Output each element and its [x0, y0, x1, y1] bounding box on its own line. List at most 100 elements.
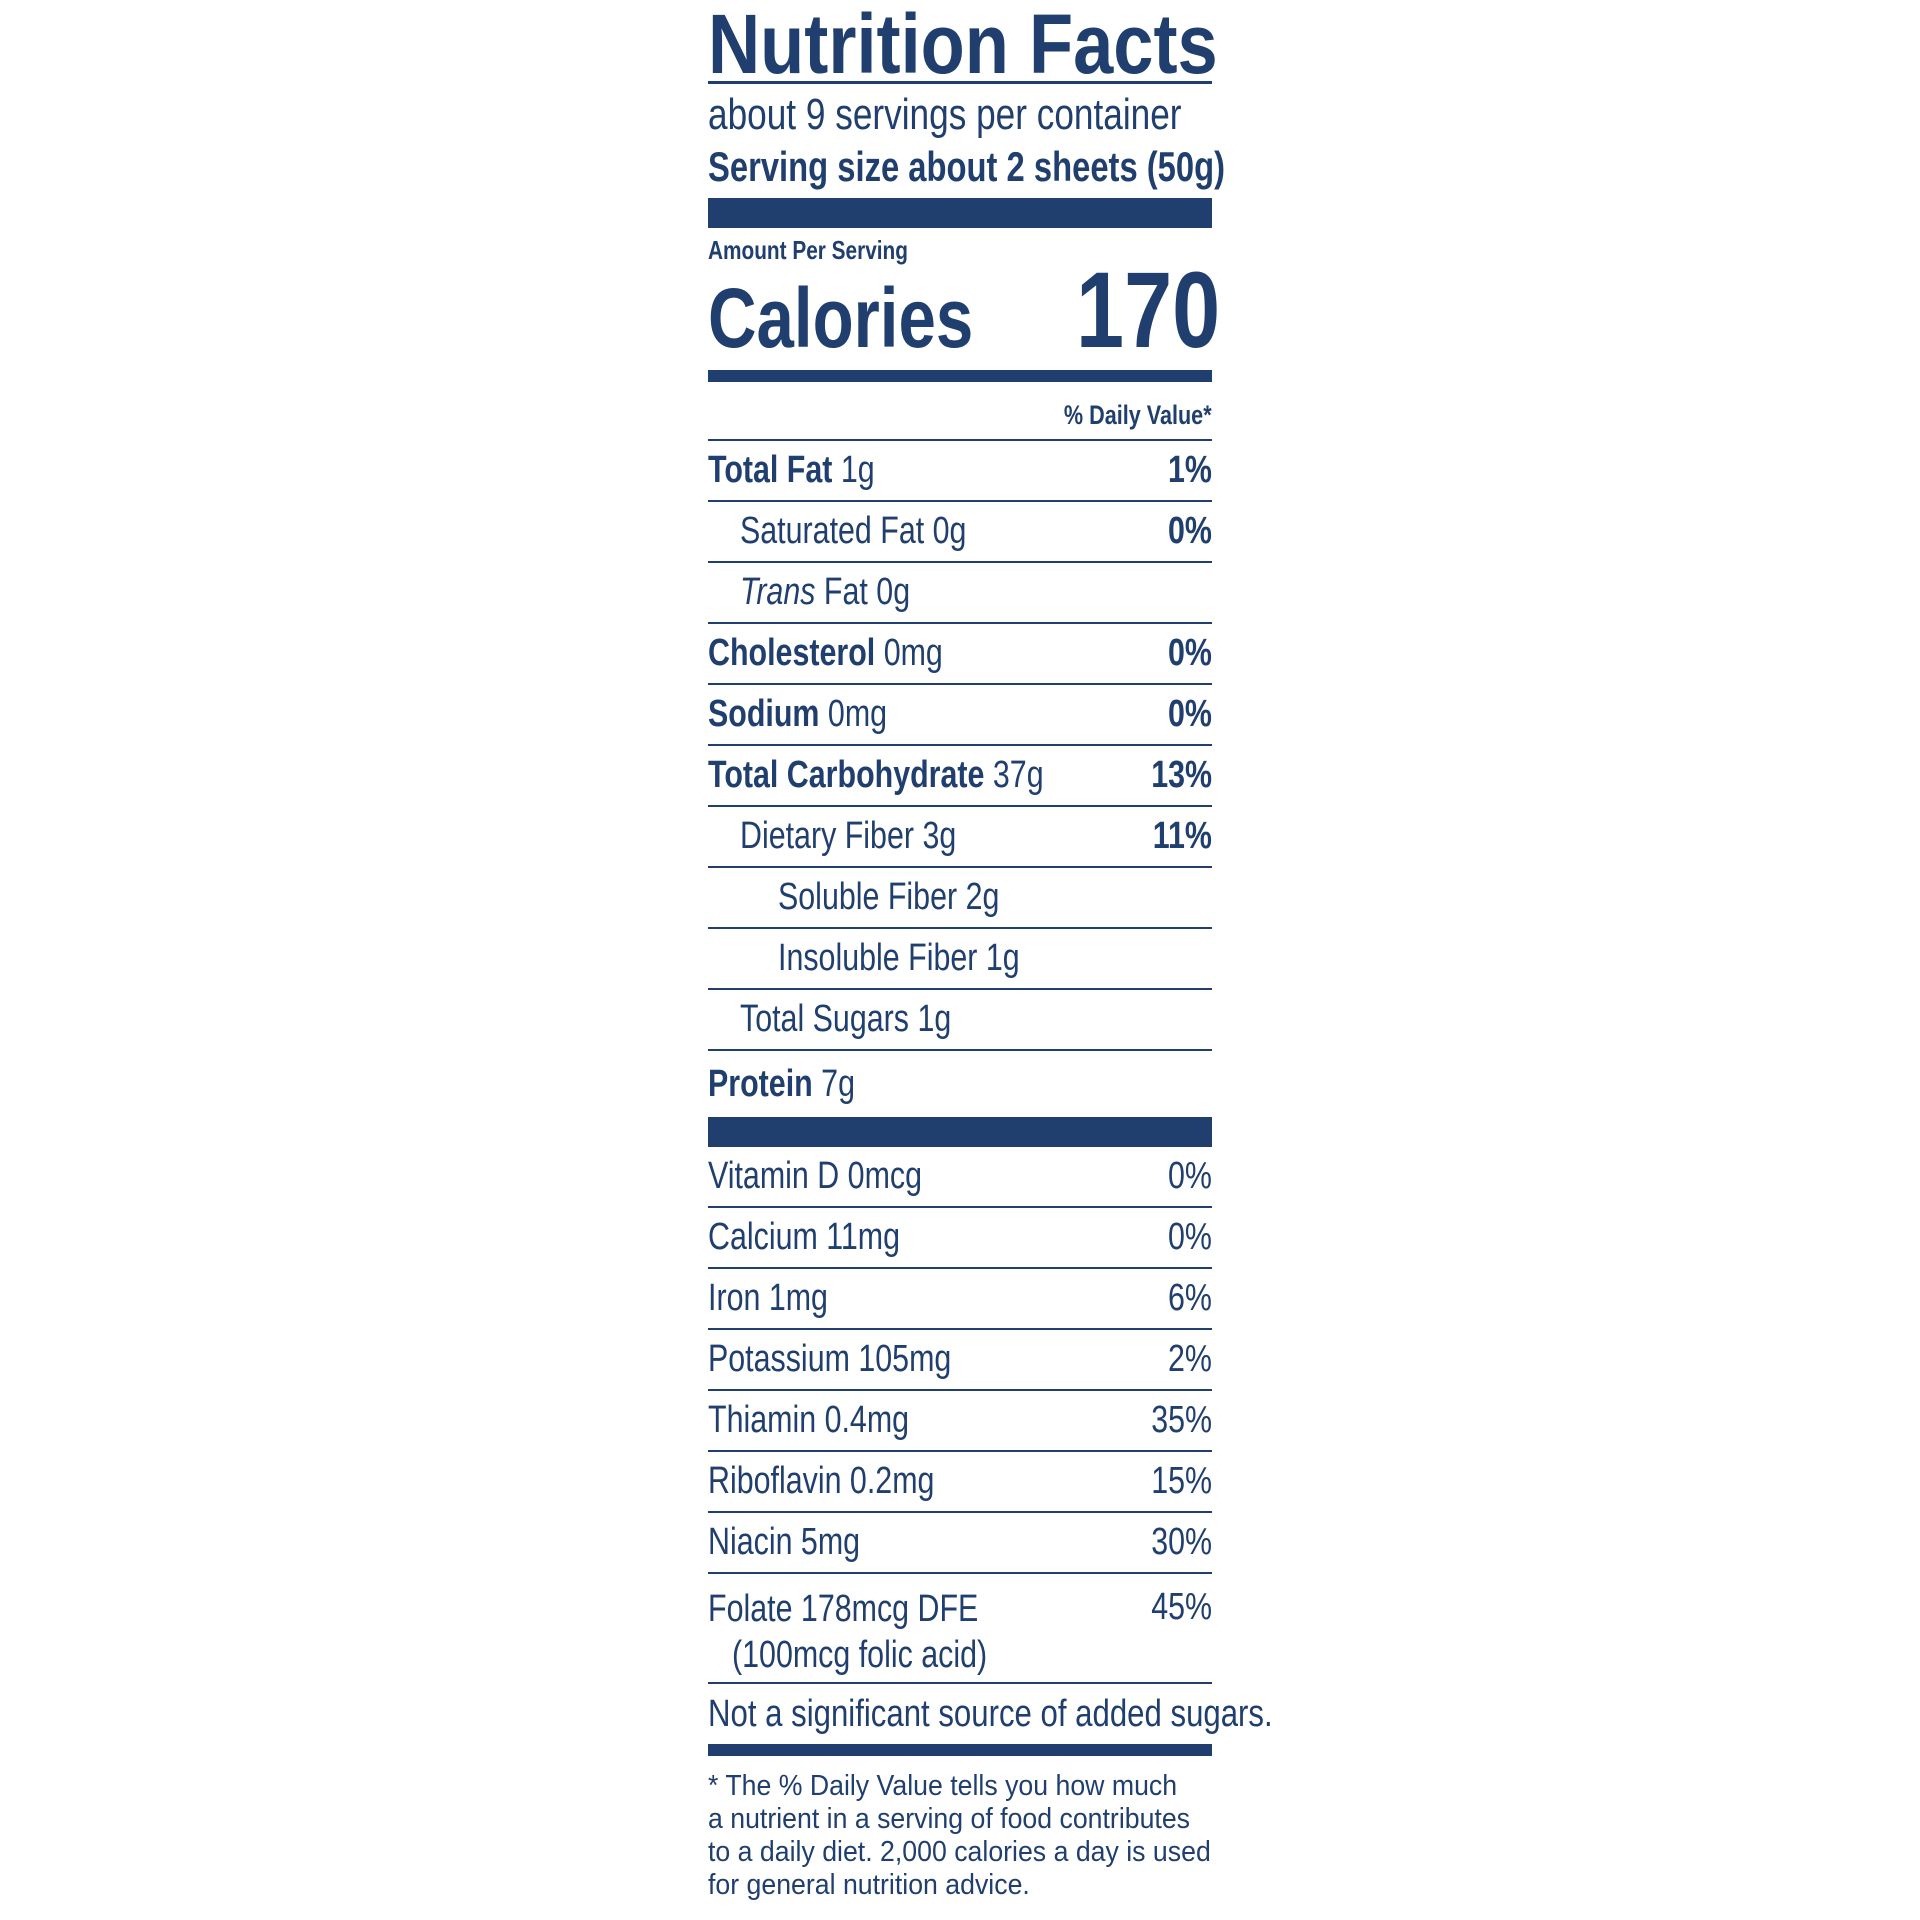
- vitamin-name: Potassium 105mg: [708, 1338, 951, 1381]
- footnote: * The % Daily Value tells you how much a …: [708, 1756, 1212, 1902]
- nutrient-label: Insoluble Fiber: [778, 937, 978, 979]
- footnote-text: a nutrient in a serving of food contribu…: [708, 1803, 1191, 1835]
- vitamin-name: Riboflavin 0.2mg: [708, 1460, 934, 1503]
- nutrient-label: Total Carbohydrate: [708, 754, 985, 796]
- vitamin-row: Potassium 105mg 2%: [708, 1330, 1212, 1391]
- nutrient-label: Fat: [823, 571, 868, 613]
- nutrient-name: Soluble Fiber 2g: [778, 876, 999, 919]
- footnote-line: for general nutrition advice.: [708, 1869, 1212, 1902]
- vitamin-daily-value: 0%: [1168, 1216, 1212, 1258]
- vitamin-name: Calcium 11mg: [708, 1216, 900, 1259]
- nutrient-name: Trans Fat 0g: [740, 571, 910, 614]
- added-sugars-note: Not a significant source of added sugars…: [708, 1684, 1273, 1744]
- vitamin-label: Vitamin D 0mcg: [708, 1155, 923, 1197]
- nutrient-row: Protein 7g: [708, 1051, 1212, 1117]
- nutrient-daily-value: 0%: [1168, 693, 1212, 735]
- daily-value-header: % Daily Value*: [708, 382, 1212, 441]
- divider-thick: [708, 1117, 1212, 1147]
- vitamin-label: Riboflavin 0.2mg: [708, 1460, 935, 1502]
- servings-per-container: about 9 servings per container: [708, 84, 1212, 140]
- amount-per-serving: Amount Per Serving: [708, 228, 1212, 265]
- nutrient-amount: 0g: [876, 571, 911, 613]
- divider-thick: [708, 198, 1212, 228]
- nutrient-name: Insoluble Fiber 1g: [778, 937, 1020, 980]
- added-sugars-text: Not a significant source of added sugars…: [708, 1693, 1273, 1735]
- nutrient-name: Saturated Fat 0g: [740, 510, 966, 553]
- nutrient-name: Dietary Fiber 3g: [740, 815, 956, 858]
- nutrient-label: Total Sugars: [740, 998, 909, 1040]
- vitamin-row: Calcium 11mg 0%: [708, 1208, 1212, 1269]
- vitamin-name: Iron 1mg: [708, 1277, 828, 1320]
- vitamin-daily-value: 2%: [1168, 1338, 1212, 1380]
- nutrient-amount: 0g: [932, 510, 967, 552]
- vitamin-daily-value: 6%: [1168, 1277, 1212, 1319]
- vitamin-row: Iron 1mg 6%: [708, 1269, 1212, 1330]
- calories-value: 170: [1075, 249, 1220, 370]
- vitamin-daily-value: 30%: [1151, 1521, 1212, 1563]
- vitamin-label: Folate 178mcg DFE: [708, 1588, 979, 1630]
- nutrient-amount: 2g: [965, 876, 1000, 918]
- nutrient-daily-value: 13%: [1151, 754, 1212, 796]
- nutrient-list: Total Fat 1g 1% Saturated Fat 0g 0% Trans Fa…: [708, 441, 1212, 1117]
- vitamin-name: Vitamin D 0mcg: [708, 1155, 922, 1198]
- vitamin-list: Vitamin D 0mcg 0% Calcium 11mg 0% Iron 1mg 6%…: [708, 1147, 1212, 1684]
- nutrient-label: Protein: [708, 1062, 813, 1105]
- nutrient-row: Sodium 0mg 0%: [708, 685, 1212, 746]
- nutrient-row: Total Sugars 1g: [708, 990, 1212, 1051]
- vitamin-name: Folate 178mcg DFE (100mcg folic acid): [708, 1574, 987, 1678]
- divider-medium: [708, 1744, 1212, 1756]
- vitamin-name: Thiamin 0.4mg: [708, 1399, 909, 1442]
- nutrient-label: Cholesterol: [708, 632, 876, 674]
- nutrient-amount: 1g: [840, 449, 875, 491]
- nutrient-name: Cholesterol 0mg: [708, 632, 943, 675]
- nutrient-name: Total Sugars 1g: [740, 998, 951, 1041]
- nutrient-amount: 0mg: [827, 693, 888, 735]
- nutrient-name: Protein 7g: [708, 1063, 855, 1106]
- servings-text: about 9 servings per container: [708, 90, 1182, 139]
- vitamin-row: Folate 178mcg DFE (100mcg folic acid) 45%: [708, 1574, 1212, 1684]
- vitamin-label: Potassium 105mg: [708, 1338, 952, 1380]
- calories-row: Calories 170: [708, 256, 1220, 370]
- serving-size-text: Serving size about 2 sheets (50g): [708, 143, 1226, 190]
- nutrient-daily-value: 11%: [1152, 815, 1212, 857]
- nutrient-row: Total Carbohydrate 37g 13%: [708, 746, 1212, 807]
- serving-size: Serving size about 2 sheets (50g): [708, 140, 1225, 198]
- nutrient-label: Sodium: [708, 693, 820, 735]
- nutrient-label: Saturated Fat: [740, 510, 925, 552]
- vitamin-label: Iron 1mg: [708, 1277, 828, 1319]
- footnote-line: * The % Daily Value tells you how much: [708, 1770, 1212, 1803]
- vitamin-daily-value: 15%: [1151, 1460, 1212, 1502]
- nutrient-daily-value: 0%: [1168, 510, 1212, 552]
- vitamin-name: Niacin 5mg: [708, 1521, 860, 1564]
- vitamin-label: Thiamin 0.4mg: [708, 1399, 910, 1441]
- footnote-text: to a daily diet. 2,000 calories a day is…: [708, 1836, 1211, 1868]
- nutrient-label: Soluble Fiber: [778, 876, 958, 918]
- nutrient-name: Total Carbohydrate 37g: [708, 754, 1044, 797]
- nutrient-amount: 1g: [917, 998, 952, 1040]
- nutrient-row: Cholesterol 0mg 0%: [708, 624, 1212, 685]
- vitamin-daily-value: 0%: [1168, 1155, 1212, 1197]
- footnote-text: for general nutrition advice.: [708, 1869, 1030, 1901]
- nutrient-amount: 0mg: [883, 632, 943, 674]
- vitamin-row: Niacin 5mg 30%: [708, 1513, 1212, 1574]
- nutrient-amount: 3g: [922, 815, 957, 857]
- nutrient-row: Trans Fat 0g: [708, 563, 1212, 624]
- nutrient-amount: 1g: [985, 937, 1020, 979]
- amount-text: Amount Per Serving: [708, 235, 908, 265]
- nutrient-row: Soluble Fiber 2g: [708, 868, 1212, 929]
- nutrient-row: Dietary Fiber 3g 11%: [708, 807, 1212, 868]
- footnote-line: to a daily diet. 2,000 calories a day is…: [708, 1836, 1212, 1869]
- nutrient-label: Dietary Fiber: [740, 815, 914, 857]
- vitamin-row: Thiamin 0.4mg 35%: [708, 1391, 1212, 1452]
- nutrient-row: Total Fat 1g 1%: [708, 441, 1212, 502]
- vitamin-label: Calcium 11mg: [708, 1216, 901, 1258]
- label-title: Nutrition Facts: [708, 0, 1218, 88]
- vitamin-sublabel: (100mcg folic acid): [732, 1634, 988, 1676]
- nutrient-daily-value: 1%: [1168, 449, 1212, 491]
- title-text: Nutrition Facts: [708, 0, 1218, 91]
- vitamin-row: Riboflavin 0.2mg 15%: [708, 1452, 1212, 1513]
- vitamin-row: Vitamin D 0mcg 0%: [708, 1147, 1212, 1208]
- nutrient-name-italic: Trans: [740, 571, 816, 613]
- nutrition-facts-label: Nutrition Facts about 9 servings per con…: [708, 0, 1273, 1902]
- divider-medium: [708, 370, 1212, 382]
